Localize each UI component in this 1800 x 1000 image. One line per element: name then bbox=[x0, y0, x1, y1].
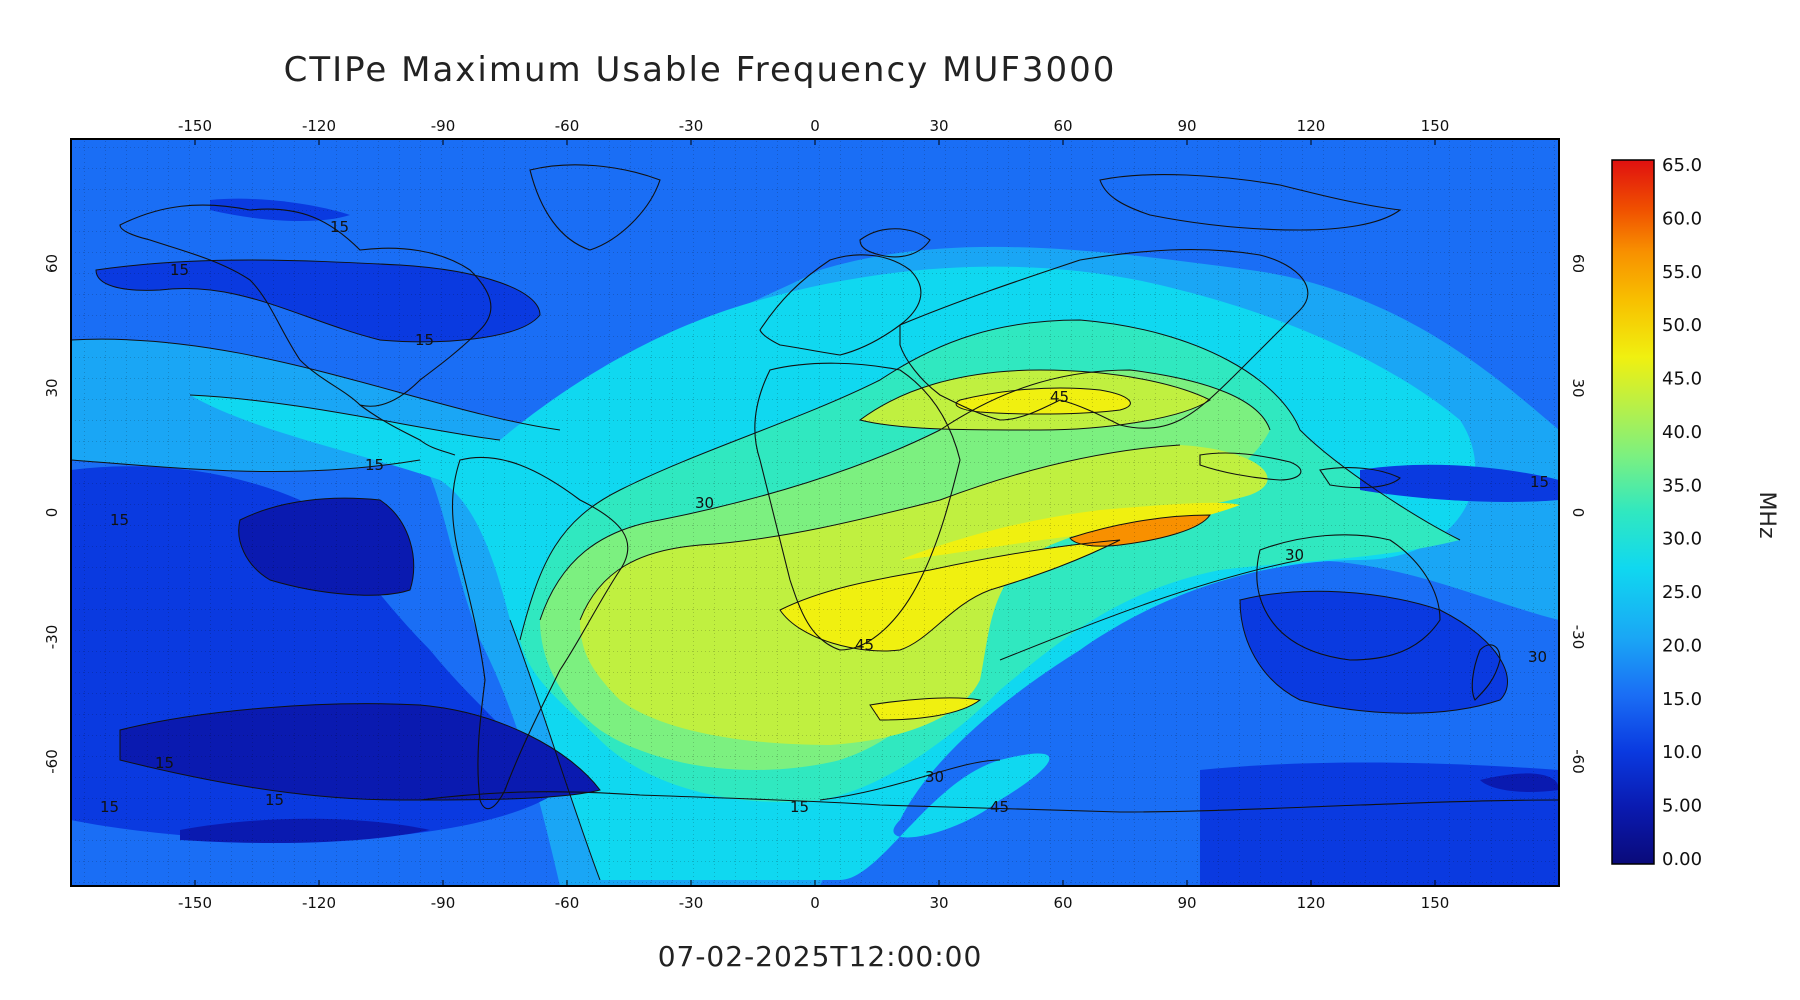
lon-tick-label-bottom: -60 bbox=[555, 894, 580, 912]
lat-tick-label-right: -30 bbox=[1569, 625, 1587, 650]
contour-label: 15 bbox=[330, 218, 349, 236]
colorbar-unit-label: MHz bbox=[1754, 491, 1779, 538]
contour-label: 15 bbox=[790, 798, 809, 816]
lon-tick-label-top: 150 bbox=[1421, 117, 1450, 135]
map-title: CTIPe Maximum Usable Frequency MUF3000 bbox=[283, 50, 1117, 90]
colorbar-tick-label: 0.00 bbox=[1662, 849, 1702, 870]
contour-label: 15 bbox=[155, 754, 174, 772]
timestamp: 07-02-2025T12:00:00 bbox=[657, 940, 983, 973]
colorbar-tick-label: 35.0 bbox=[1662, 475, 1702, 496]
lon-tick-label-bottom: 30 bbox=[929, 894, 948, 912]
colorbar-tick-label: 5.00 bbox=[1662, 796, 1702, 817]
lon-tick-label-top: 90 bbox=[1177, 117, 1196, 135]
lon-tick-label-bottom: 120 bbox=[1297, 894, 1326, 912]
lon-tick-label-top: -150 bbox=[178, 117, 212, 135]
contour-label: 15 bbox=[100, 798, 119, 816]
colorbar-tick-label: 45.0 bbox=[1662, 369, 1702, 390]
contour-label: 30 bbox=[695, 494, 714, 512]
contour-label: 45 bbox=[855, 636, 874, 654]
lat-tick-label-right: 30 bbox=[1569, 378, 1587, 397]
contour-label: 30 bbox=[1285, 546, 1304, 564]
colorbar-tick-label: 50.0 bbox=[1662, 315, 1702, 336]
lon-tick-label-top: 120 bbox=[1297, 117, 1326, 135]
contour-label: 45 bbox=[1050, 388, 1069, 406]
lon-tick-label-top: -120 bbox=[302, 117, 336, 135]
contour-label: 15 bbox=[415, 331, 434, 349]
lon-tick-label-bottom: 0 bbox=[810, 894, 820, 912]
lon-tick-label-top: -30 bbox=[679, 117, 704, 135]
colorbar-tick-label: 60.0 bbox=[1662, 208, 1702, 229]
lat-tick-label-right: 60 bbox=[1569, 254, 1587, 273]
lon-tick-label-bottom: 60 bbox=[1053, 894, 1072, 912]
colorbar-tick-label: 30.0 bbox=[1662, 529, 1702, 550]
lat-tick-label-right: -60 bbox=[1569, 749, 1587, 774]
contour-label: 30 bbox=[1528, 648, 1547, 666]
lon-tick-label-bottom: -90 bbox=[431, 894, 456, 912]
contour-label: 45 bbox=[990, 798, 1009, 816]
colorbar-tick-label: 20.0 bbox=[1662, 635, 1702, 656]
colorbar-tick-label: 40.0 bbox=[1662, 422, 1702, 443]
lat-tick-label-left: -30 bbox=[43, 625, 61, 650]
lat-tick-label-right: 0 bbox=[1569, 508, 1587, 518]
lon-tick-label-bottom: -150 bbox=[178, 894, 212, 912]
colorbar-tick-label: 10.0 bbox=[1662, 742, 1702, 763]
contour-label: 15 bbox=[265, 791, 284, 809]
lon-tick-label-top: 30 bbox=[929, 117, 948, 135]
lon-tick-label-top: 60 bbox=[1053, 117, 1072, 135]
contour-label: 15 bbox=[170, 261, 189, 279]
lon-tick-label-bottom: -30 bbox=[679, 894, 704, 912]
lon-tick-label-bottom: -120 bbox=[302, 894, 336, 912]
lat-tick-label-left: -60 bbox=[43, 749, 61, 774]
contour-label: 30 bbox=[925, 768, 944, 786]
contour-label: 15 bbox=[365, 456, 384, 474]
graticule-grid bbox=[71, 139, 1559, 886]
lat-tick-label-left: 30 bbox=[43, 378, 61, 397]
lat-tick-label-left: 60 bbox=[43, 254, 61, 273]
lon-tick-label-bottom: 90 bbox=[1177, 894, 1196, 912]
colorbar-tick-label: 15.0 bbox=[1662, 689, 1702, 710]
colorbar-tick-label: 25.0 bbox=[1662, 582, 1702, 603]
contour-label: 15 bbox=[1530, 473, 1549, 491]
colorbar-tick-label: 55.0 bbox=[1662, 262, 1702, 283]
colorbar-tick-label: 65.0 bbox=[1662, 155, 1702, 176]
lon-tick-label-top: 0 bbox=[810, 117, 820, 135]
lon-tick-label-top: -90 bbox=[431, 117, 456, 135]
contour-label: 15 bbox=[110, 511, 129, 529]
lon-tick-label-top: -60 bbox=[555, 117, 580, 135]
colorbar bbox=[1611, 159, 1655, 865]
lon-tick-label-bottom: 150 bbox=[1421, 894, 1450, 912]
lat-tick-label-left: 0 bbox=[43, 508, 61, 518]
